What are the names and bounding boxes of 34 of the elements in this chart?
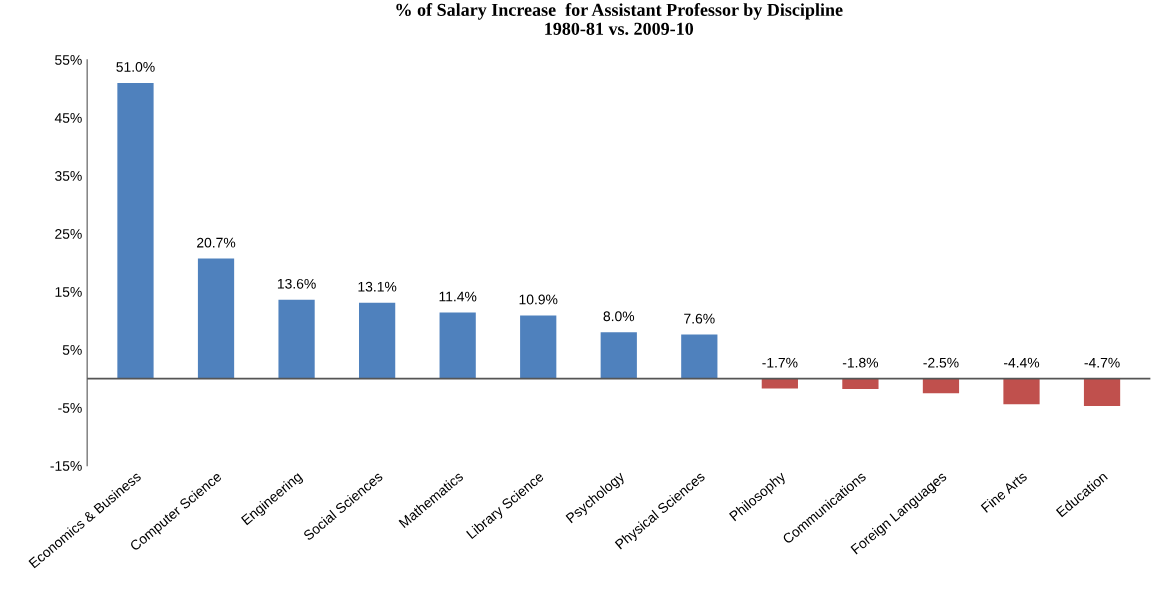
y-tick-label: 55% [55,55,82,65]
y-tick-label: 15% [55,287,82,297]
chart-title: % of Salary Increase for Assistant Professor by Discipline 1980-81 vs. 2009-10 [396,3,843,35]
data-label: 10.9% [519,294,558,305]
data-label: 51.0% [116,61,155,72]
data-label: 20.7% [197,237,236,248]
bar [600,332,637,379]
data-label: 13.6% [277,278,316,289]
bar [117,82,154,379]
data-label: -4.4% [1003,357,1040,368]
data-label: 11.4% [439,291,477,302]
data-label: 8.0% [603,311,635,322]
y-tick-label: 35% [55,171,82,181]
bar [761,378,798,389]
data-label: 7.6% [684,313,715,324]
bar [1003,378,1040,405]
y-tick-label: -15% [50,461,82,471]
bar [439,312,476,379]
data-label: -1.8% [842,357,879,368]
bar [520,315,557,379]
bar [681,334,718,379]
data-label: -2.5% [923,357,959,368]
data-label: 13.1% [358,281,397,292]
bar [1083,378,1121,406]
bar [359,302,396,379]
bar [197,258,235,379]
data-label: -1.7% [762,357,798,368]
y-tick-label: 5% [62,345,82,355]
x-tick-label: Fine Arts [980,470,1028,513]
bar [278,299,315,379]
y-tick-label: 45% [54,113,82,123]
y-tick-label: 25% [55,229,82,239]
data-label: -4.7% [1084,357,1120,368]
y-tick-label: -5% [58,403,82,413]
